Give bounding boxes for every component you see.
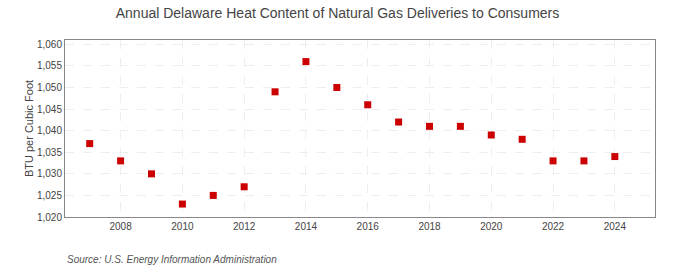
svg-text:1,045: 1,045 (37, 104, 62, 115)
svg-text:1,020: 1,020 (37, 212, 62, 223)
svg-text:1,035: 1,035 (37, 147, 62, 158)
svg-text:2016: 2016 (357, 221, 380, 232)
svg-text:2008: 2008 (109, 221, 132, 232)
svg-text:2012: 2012 (233, 221, 256, 232)
svg-text:2024: 2024 (604, 221, 627, 232)
svg-text:Source: U.S. Energy Informatio: Source: U.S. Energy Information Administ… (67, 254, 277, 265)
svg-text:1,055: 1,055 (37, 60, 62, 71)
svg-text:1,040: 1,040 (37, 125, 62, 136)
svg-text:2014: 2014 (295, 221, 318, 232)
svg-text:2018: 2018 (418, 221, 441, 232)
svg-text:2010: 2010 (171, 221, 194, 232)
svg-text:2020: 2020 (480, 221, 503, 232)
svg-text:1,050: 1,050 (37, 82, 62, 93)
svg-text:Annual Delaware Heat Content o: Annual Delaware Heat Content of Natural … (116, 5, 560, 21)
svg-text:1,060: 1,060 (37, 39, 62, 50)
svg-text:BTU per Cubic Foot: BTU per Cubic Foot (23, 80, 35, 177)
svg-text:2022: 2022 (542, 221, 565, 232)
svg-text:1,025: 1,025 (37, 190, 62, 201)
svg-text:1,030: 1,030 (37, 168, 62, 179)
